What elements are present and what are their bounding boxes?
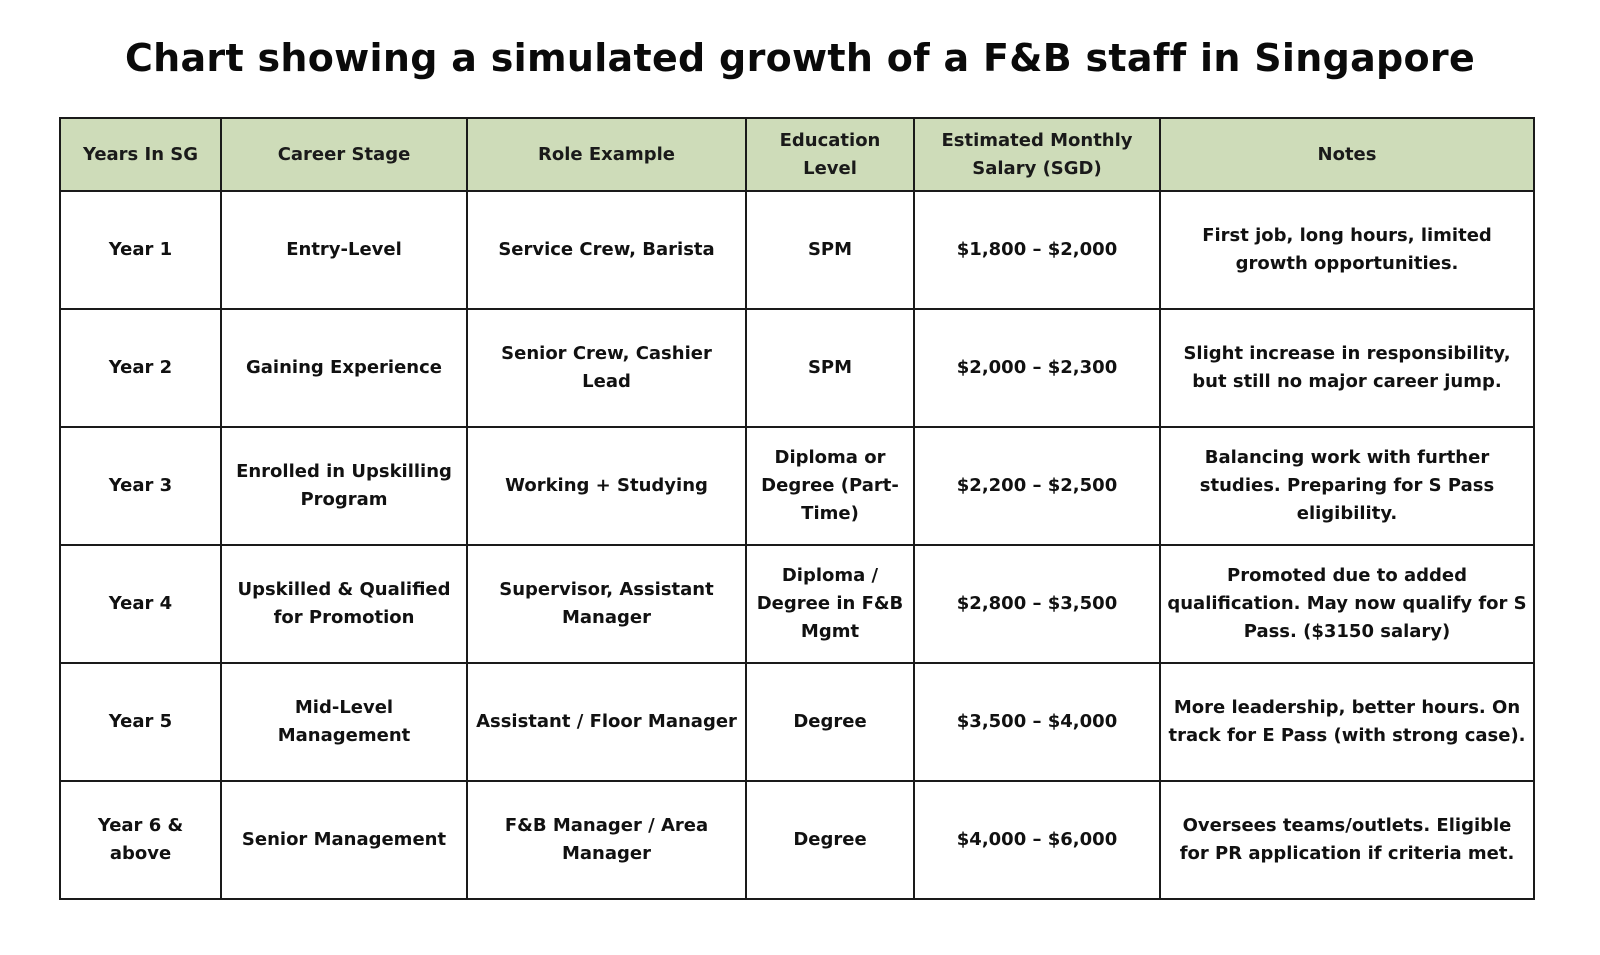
cell-role-example: Supervisor, Assistant Manager [466,544,747,664]
cell-years-in-sg: Year 2 [59,308,222,428]
cell-role-example: Senior Crew, Cashier Lead [466,308,747,428]
table-row: Year 2 Gaining Experience Senior Crew, C… [59,308,1535,428]
cell-notes: More leadership, better hours. On track … [1159,662,1535,782]
cell-estimated-salary: $2,000 – $2,300 [913,308,1161,428]
table-row: Year 6 & above Senior Management F&B Man… [59,780,1535,900]
cell-years-in-sg: Year 4 [59,544,222,664]
cell-role-example: F&B Manager / Area Manager [466,780,747,900]
salary-growth-table: Years In SG Career Stage Role Example Ed… [59,117,1535,900]
cell-role-example: Assistant / Floor Manager [466,662,747,782]
cell-role-example: Service Crew, Barista [466,190,747,310]
chart-title: Chart showing a simulated growth of a F&… [124,36,1476,80]
cell-years-in-sg: Year 5 [59,662,222,782]
cell-notes: Balancing work with further studies. Pre… [1159,426,1535,546]
cell-role-example: Working + Studying [466,426,747,546]
header-education-level: Education Level [745,117,915,192]
cell-career-stage: Senior Management [220,780,468,900]
cell-education-level: SPM [745,308,915,428]
header-role-example: Role Example [466,117,747,192]
cell-career-stage: Gaining Experience [220,308,468,428]
table-row: Year 1 Entry-Level Service Crew, Barista… [59,190,1535,310]
cell-education-level: Diploma / Degree in F&B Mgmt [745,544,915,664]
cell-notes: Oversees teams/outlets. Eligible for PR … [1159,780,1535,900]
header-row: Years In SG Career Stage Role Example Ed… [59,117,1535,192]
cell-years-in-sg: Year 1 [59,190,222,310]
header-notes: Notes [1159,117,1535,192]
cell-career-stage: Mid-Level Management [220,662,468,782]
cell-education-level: Degree [745,780,915,900]
header-career-stage: Career Stage [220,117,468,192]
cell-notes: First job, long hours, limited growth op… [1159,190,1535,310]
table-row: Year 3 Enrolled in Upskilling Program Wo… [59,426,1535,546]
cell-notes: Promoted due to added qualification. May… [1159,544,1535,664]
table-row: Year 4 Upskilled & Qualified for Promoti… [59,544,1535,664]
cell-years-in-sg: Year 6 & above [59,780,222,900]
cell-career-stage: Upskilled & Qualified for Promotion [220,544,468,664]
cell-career-stage: Entry-Level [220,190,468,310]
cell-education-level: Degree [745,662,915,782]
cell-estimated-salary: $3,500 – $4,000 [913,662,1161,782]
cell-estimated-salary: $1,800 – $2,000 [913,190,1161,310]
cell-estimated-salary: $4,000 – $6,000 [913,780,1161,900]
cell-years-in-sg: Year 3 [59,426,222,546]
table-row: Year 5 Mid-Level Management Assistant / … [59,662,1535,782]
header-estimated-salary: Estimated Monthly Salary (SGD) [913,117,1161,192]
cell-education-level: SPM [745,190,915,310]
cell-career-stage: Enrolled in Upskilling Program [220,426,468,546]
header-years-in-sg: Years In SG [59,117,222,192]
cell-estimated-salary: $2,800 – $3,500 [913,544,1161,664]
cell-notes: Slight increase in responsibility, but s… [1159,308,1535,428]
cell-education-level: Diploma or Degree (Part-Time) [745,426,915,546]
cell-estimated-salary: $2,200 – $2,500 [913,426,1161,546]
